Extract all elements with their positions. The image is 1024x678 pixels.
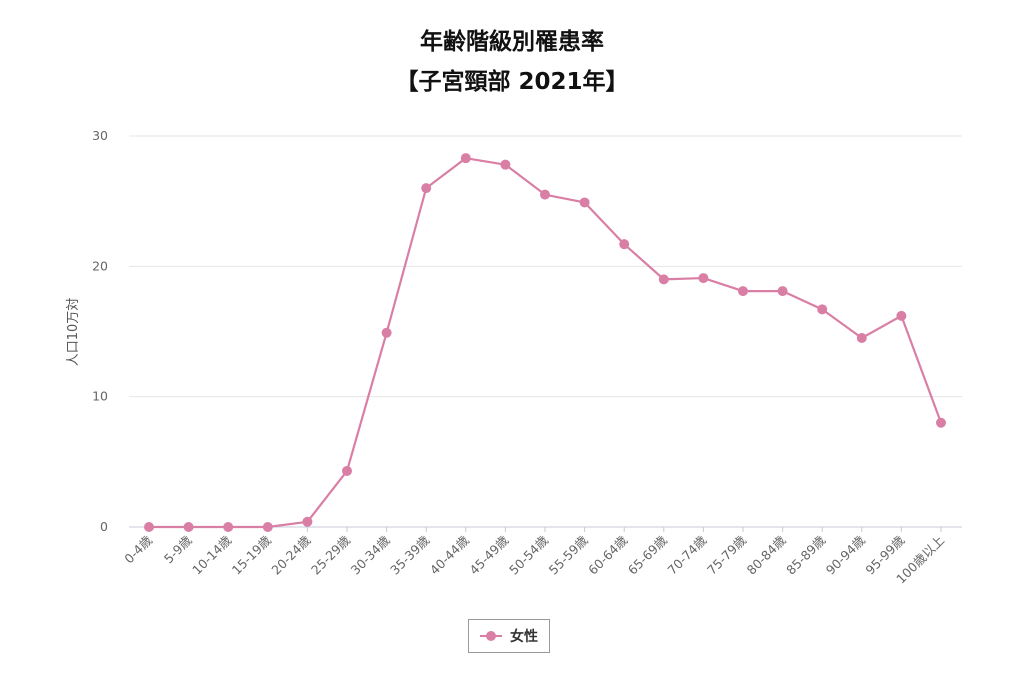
data-point[interactable] [579, 197, 590, 208]
x-tick-label: 80-84歳 [744, 532, 789, 577]
x-tick-label: 75-79歳 [704, 532, 749, 577]
x-tick-label: 10-14歳 [189, 532, 234, 577]
data-point[interactable] [342, 465, 352, 476]
x-tick-label: 90-94歳 [823, 532, 868, 577]
data-point[interactable] [698, 273, 709, 284]
x-tick-label: 0-4歳 [121, 532, 155, 566]
data-point[interactable] [936, 417, 946, 428]
x-tick-label: 60-64歳 [585, 532, 630, 577]
chart-subtitle: 【子宮頸部 2021年】 [395, 69, 629, 95]
data-point[interactable] [381, 327, 392, 338]
data-point[interactable] [738, 286, 748, 297]
data-point[interactable] [777, 286, 788, 297]
y-axis-label: 人口10万対 [66, 298, 81, 367]
x-tick-label: 15-19歳 [229, 532, 274, 577]
data-point[interactable] [421, 183, 432, 194]
x-tick-label: 85-89歳 [783, 532, 828, 577]
x-tick-label: 70-74歳 [664, 532, 709, 577]
data-point[interactable] [540, 189, 550, 200]
x-tick-label: 55-59歳 [546, 532, 591, 577]
y-tick-label: 0 [100, 519, 108, 534]
x-tick-label: 35-39歳 [387, 532, 432, 577]
y-tick-label: 10 [92, 389, 108, 404]
data-point[interactable] [144, 522, 154, 532]
data-point[interactable] [817, 304, 828, 315]
data-point[interactable] [896, 310, 907, 321]
x-axis-ticks: 0-4歳 5-9歳10-14歳15-19歳20-24歳25-29歳30-34歳35… [121, 527, 947, 587]
x-tick-label: 25-29歳 [308, 532, 353, 577]
data-point[interactable] [619, 239, 630, 250]
data-point[interactable] [658, 274, 669, 285]
data-point[interactable] [262, 522, 273, 532]
chart-title: 年齢階級別罹患率 [420, 29, 604, 55]
data-point[interactable] [856, 333, 867, 344]
x-tick-label: 50-54歳 [506, 532, 551, 577]
x-tick-label: 40-44歳 [427, 532, 472, 577]
y-tick-label: 20 [92, 258, 108, 273]
legend-item-label: 女性 [510, 629, 538, 645]
legend-marker-icon [480, 630, 502, 642]
x-tick-label: 30-34歳 [348, 532, 393, 577]
data-point[interactable] [302, 516, 313, 527]
y-axis-ticks: 0 10 20 30 [92, 128, 108, 534]
y-tick-label: 30 [92, 128, 108, 143]
x-tick-label: 65-69歳 [625, 532, 670, 577]
data-point[interactable] [223, 522, 234, 532]
x-tick-label: 5-9歳 [161, 532, 195, 566]
data-point[interactable] [500, 159, 511, 170]
x-tick-label: 45-49歳 [466, 532, 511, 577]
series-line [149, 157, 943, 529]
x-tick-label: 20-24歳 [268, 532, 313, 577]
data-point[interactable] [460, 153, 471, 164]
data-point[interactable] [183, 522, 194, 532]
series-layer [144, 153, 946, 532]
legend[interactable]: 女性 [468, 619, 550, 653]
